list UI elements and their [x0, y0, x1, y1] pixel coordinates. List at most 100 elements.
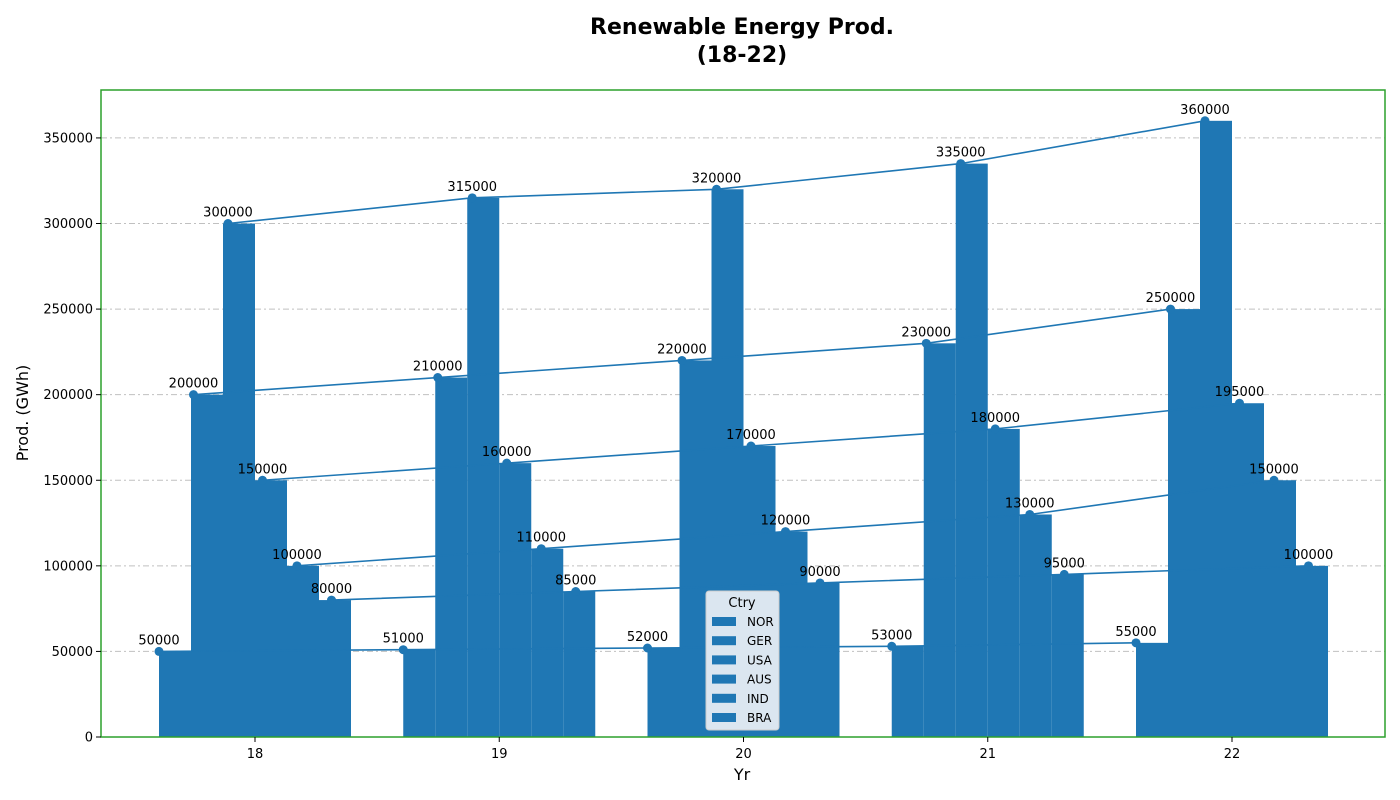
data-label: 210000: [413, 360, 463, 375]
point-ger: [189, 390, 198, 400]
point-ger: [1166, 304, 1175, 314]
chart-title-line-2: (18-22): [697, 43, 787, 68]
axes-layer: 0 50000 100000 150000 200000 250000 300000 3500…: [43, 131, 1240, 762]
bar-aus: [1232, 403, 1264, 737]
point-ind: [1025, 509, 1035, 519]
legend-label: USA: [747, 653, 773, 667]
point-usa: [1200, 116, 1210, 126]
x-tick-label: 20: [735, 747, 752, 762]
point-ind: [781, 527, 790, 537]
data-label: 195000: [1215, 385, 1265, 400]
data-label: 120000: [761, 514, 811, 529]
point-aus: [990, 424, 1000, 434]
bar-usa: [955, 163, 988, 737]
data-label: 51000: [383, 632, 424, 647]
bar-aus: [499, 463, 532, 737]
bar-nor: [159, 651, 191, 737]
y-tick-label: 100000: [43, 559, 93, 574]
bar-nor: [403, 649, 436, 737]
point-aus: [502, 458, 512, 468]
y-tick-label: 200000: [43, 388, 93, 403]
point-bra: [1304, 561, 1313, 571]
bar-usa: [1200, 120, 1232, 738]
point-usa: [223, 219, 233, 229]
y-tick-label: 150000: [43, 474, 93, 489]
data-label: 130000: [1005, 496, 1055, 511]
point-usa: [956, 159, 966, 169]
point-ind: [536, 544, 546, 554]
bar-ger: [191, 394, 223, 737]
data-label: 315000: [447, 180, 497, 195]
data-label: 200000: [169, 377, 219, 392]
point-usa: [712, 184, 721, 194]
point-aus: [746, 441, 756, 451]
x-tick-label: 19: [491, 747, 508, 762]
data-label: 250000: [1146, 291, 1196, 306]
point-ger: [921, 338, 931, 348]
data-label: 150000: [1249, 462, 1299, 477]
bar-aus: [987, 428, 1020, 737]
data-label: 170000: [726, 428, 776, 443]
legend-swatch: [712, 636, 736, 646]
bar-usa: [223, 223, 255, 737]
data-label: 335000: [936, 146, 986, 161]
legend-title: Ctry: [728, 596, 756, 611]
bar-nor: [647, 647, 680, 737]
bar-nor: [891, 646, 924, 737]
y-tick-label: 350000: [43, 131, 93, 146]
bar-ind: [775, 531, 808, 737]
point-ger: [433, 373, 443, 383]
data-label: 180000: [970, 411, 1020, 426]
bar-ger: [1168, 309, 1200, 737]
data-label: 220000: [657, 342, 707, 357]
points-layer: [154, 116, 1313, 656]
bar-bra: [1296, 565, 1328, 737]
bar-ind: [1019, 514, 1052, 737]
legend-label: AUS: [747, 673, 772, 687]
x-axis-label: Yr: [733, 765, 751, 784]
legend-label: BRA: [747, 711, 772, 725]
point-ind: [1269, 475, 1279, 485]
point-bra: [815, 578, 825, 588]
data-label: 150000: [238, 462, 288, 477]
bars-layer: [159, 120, 1328, 738]
legend-swatch: [712, 693, 736, 703]
y-tick-label: 250000: [43, 303, 93, 318]
point-aus: [258, 475, 267, 485]
x-tick-label: 22: [1224, 747, 1241, 762]
bar-bra: [1051, 574, 1084, 737]
bar-ind: [531, 548, 564, 737]
bar-bra: [319, 600, 351, 737]
legend-items: NOR GER USA AUS IND BRA: [712, 615, 774, 725]
point-nor: [887, 641, 897, 651]
point-ger: [677, 355, 687, 365]
point-bra: [571, 587, 581, 597]
y-axis-label: Prod. (GWh): [13, 365, 32, 462]
point-aus: [1235, 398, 1244, 408]
data-label: 52000: [627, 630, 668, 645]
data-label: 80000: [311, 582, 352, 597]
chart-title-line-1: Renewable Energy Prod.: [590, 15, 894, 40]
data-label: 300000: [203, 206, 253, 221]
data-label: 320000: [692, 171, 742, 186]
data-label: 100000: [1284, 548, 1334, 563]
x-tick-label: 18: [247, 747, 264, 762]
point-usa: [467, 193, 477, 203]
legend-label: NOR: [747, 615, 774, 629]
point-nor: [398, 645, 408, 655]
legend: Ctry NOR GER USA AUS IND BRA: [705, 590, 780, 731]
data-label: 90000: [799, 565, 840, 580]
data-label: 360000: [1180, 103, 1230, 118]
bar-usa: [467, 197, 500, 738]
data-label: 85000: [555, 574, 596, 589]
data-label: 160000: [482, 445, 532, 460]
point-nor: [643, 643, 652, 653]
data-label: 95000: [1044, 556, 1085, 571]
point-bra: [327, 595, 336, 605]
y-tick-label: 300000: [43, 217, 93, 232]
bar-bra: [563, 591, 596, 737]
point-nor: [154, 646, 164, 656]
y-tick-label: 50000: [52, 645, 93, 660]
y-tick-label: 0: [85, 731, 93, 746]
